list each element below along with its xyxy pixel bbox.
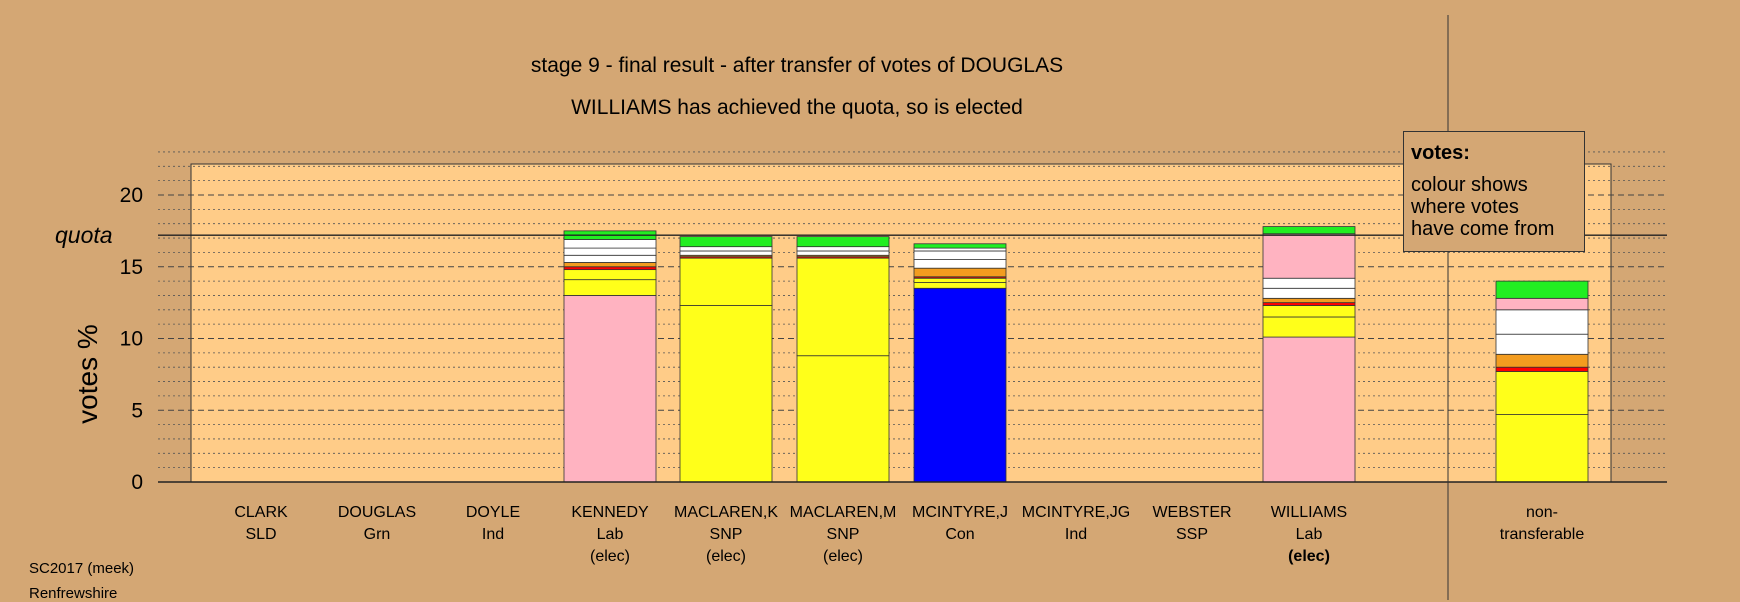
bar-segment	[563, 247, 657, 256]
bar-segment	[679, 236, 773, 248]
y-axis-label: votes %	[72, 324, 103, 424]
bar-segment	[563, 279, 657, 296]
footer-council: Renfrewshire	[29, 585, 118, 602]
bar-segment	[913, 282, 1007, 289]
candidate-party: SNP	[826, 526, 860, 543]
bar-segment	[679, 257, 773, 306]
candidate-party: SLD	[245, 526, 277, 543]
footer-method: SC2017 (meek)	[29, 560, 135, 577]
bars	[563, 226, 1589, 483]
bar-segment	[1495, 353, 1589, 368]
legend-body: colour shows where votes have come from	[1411, 174, 1555, 240]
candidate-label: CLARK SLD	[201, 502, 321, 546]
y-tick-label: 5	[131, 399, 143, 422]
bar-segment	[1495, 280, 1589, 299]
bar-segment	[1262, 316, 1356, 338]
candidate-party: Lab	[1295, 526, 1323, 543]
bar-segment	[679, 305, 773, 483]
candidate-name: DOUGLAS	[337, 504, 417, 521]
bar-segment	[913, 267, 1007, 278]
candidate-status: (elec)	[822, 548, 863, 565]
y-tick-label: 20	[120, 184, 143, 207]
candidate-label: WEBSTER SSP	[1132, 502, 1252, 546]
candidate-status: (elec)	[589, 548, 630, 565]
candidate-name: MCINTYRE,JG	[1021, 504, 1131, 521]
candidate-party: transferable	[1499, 526, 1585, 543]
candidate-status: (elec)	[705, 548, 746, 565]
chart-title: stage 9 - final result - after transfer …	[530, 54, 1064, 77]
bar-segment	[1495, 333, 1589, 355]
candidate-label: MCINTYRE,JG Ind	[1016, 502, 1136, 546]
bar-segment	[796, 355, 890, 483]
bar-segment	[563, 269, 657, 281]
chart-subtitle: WILLIAMS has achieved the quota, so is e…	[571, 96, 1023, 119]
bar-segment	[913, 277, 1007, 283]
candidate-label: KENNEDY Lab (elec)	[550, 502, 670, 568]
candidate-name: MACLAREN,M	[789, 504, 897, 521]
candidate-name: DOYLE	[465, 504, 521, 521]
candidate-name: WEBSTER	[1152, 504, 1232, 521]
bar-segment	[679, 250, 773, 256]
bar-segment	[1262, 297, 1356, 304]
bar-segment	[563, 254, 657, 263]
bar-segment	[796, 236, 890, 248]
bar-segment	[563, 266, 657, 271]
candidate-party: Ind	[481, 526, 505, 543]
candidate-party: SNP	[709, 526, 743, 543]
candidate-label: MACLAREN,M SNP (elec)	[783, 502, 903, 568]
candidate-name: MACLAREN,K	[673, 504, 779, 521]
bar-segment	[563, 295, 657, 483]
bar-segment	[796, 250, 890, 256]
candidate-party: Con	[945, 526, 975, 543]
grid	[158, 151, 1667, 483]
candidate-name: KENNEDY	[571, 504, 649, 521]
candidate-party: SSP	[1175, 526, 1208, 543]
bar-segment	[563, 262, 657, 268]
bar-segment	[563, 239, 657, 249]
candidate-party: Lab	[596, 526, 624, 543]
candidate-party: Grn	[363, 526, 391, 543]
bar-segment	[1495, 309, 1589, 335]
bar-segment	[1495, 371, 1589, 415]
candidate-label: DOYLE Ind	[433, 502, 553, 546]
candidate-label: WILLIAMS Lab (elec)	[1249, 502, 1369, 568]
y-tick-label: 0	[131, 471, 143, 494]
bar-segment	[913, 287, 1007, 483]
bar-segment	[796, 257, 890, 357]
candidate-name: CLARK	[234, 504, 288, 521]
bar-segment	[1262, 233, 1356, 279]
candidate-status: (elec)	[1288, 548, 1330, 565]
legend-title: votes:	[1411, 142, 1470, 164]
quota-label: quota	[55, 222, 113, 248]
candidate-label: MCINTYRE,J Con	[900, 502, 1020, 546]
candidate-party: Ind	[1064, 526, 1088, 543]
bar-segment	[1495, 414, 1589, 483]
plot-area	[190, 163, 1612, 483]
bar-segment	[1262, 277, 1356, 289]
bar-segment	[913, 243, 1007, 249]
bar-segment	[1262, 305, 1356, 318]
bar-segment	[913, 247, 1007, 252]
bar-segment	[1262, 287, 1356, 299]
bar-segment	[1262, 336, 1356, 483]
bar-segment	[913, 259, 1007, 269]
candidate-label: MACLAREN,K SNP (elec)	[666, 502, 786, 568]
bar-segment	[1262, 302, 1356, 306]
bar-segment	[679, 246, 773, 252]
candidate-name: WILLIAMS	[1270, 504, 1348, 521]
bar-segment	[913, 250, 1007, 260]
bar-segment	[796, 246, 890, 252]
y-tick-label: 15	[120, 256, 143, 279]
y-tick-label: 10	[120, 328, 143, 351]
legend: votes: colour shows where votes have com…	[1403, 131, 1585, 252]
candidate-name: non-	[1525, 504, 1559, 521]
bar-segment	[1495, 366, 1589, 372]
candidate-name: MCINTYRE,J	[912, 504, 1008, 521]
candidate-label: non-transferable	[1482, 502, 1602, 546]
candidate-label: DOUGLAS Grn	[317, 502, 437, 546]
bar-segment	[1495, 297, 1589, 311]
bar-segment	[1262, 226, 1356, 235]
